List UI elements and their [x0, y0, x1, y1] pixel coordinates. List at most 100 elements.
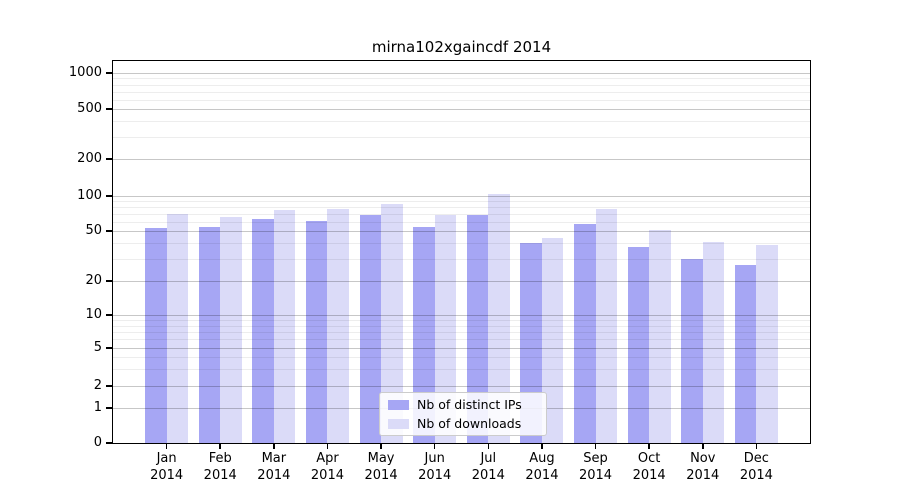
y-tick-label: 1 [93, 400, 102, 415]
x-tick-mark [380, 443, 382, 449]
y-tick-mark [106, 280, 113, 282]
x-tick-label-month: Jul [480, 451, 497, 466]
y-tick-mark [106, 314, 113, 316]
x-tick-label-year: 2014 [686, 467, 720, 483]
bar-ips-sep [574, 224, 596, 443]
bar-ips-mar [252, 218, 274, 443]
bar-ips-may [359, 214, 382, 443]
bar-ips-jul [466, 215, 489, 443]
bar-downloads-feb [220, 216, 242, 443]
x-tick-label-year: 2014 [525, 467, 559, 483]
x-tick-mark [433, 443, 436, 449]
x-tick-mark [594, 443, 597, 449]
x-tick-label: Sep 2014 [564, 451, 628, 484]
y-tick-mark [106, 108, 113, 110]
y-tick-mark [106, 385, 113, 387]
bar-downloads-jul [488, 194, 510, 443]
bar-downloads-jun [434, 215, 457, 443]
legend-item-distinct-ips: Nb of distinct IPs [386, 397, 540, 412]
x-tick-label-month: Jan [156, 451, 177, 466]
x-tick-label: Jul 2014 [456, 451, 520, 484]
x-tick-label-month: Aug [529, 451, 555, 466]
x-tick-label-month: May [367, 451, 395, 466]
plot-area [113, 61, 810, 443]
x-tick-label-month: Jun [424, 451, 445, 466]
x-tick-label-year: 2014 [578, 467, 613, 483]
y-tick-mark [106, 407, 113, 409]
x-tick-label: May 2014 [349, 451, 413, 484]
legend-item-downloads: Nb of downloads [386, 416, 540, 431]
bar-ips-dec [734, 264, 757, 443]
x-tick-label: Apr 2014 [295, 451, 359, 484]
y-tick-label: 5 [93, 340, 102, 355]
x-tick-label: Feb 2014 [188, 451, 252, 484]
legend-swatch-distinct-ips [388, 399, 409, 410]
x-tick-mark [648, 443, 650, 449]
bar-downloads-may [381, 203, 403, 443]
y-tick-label: 0 [93, 435, 102, 450]
bar-ips-nov [681, 258, 703, 443]
x-tick-label: Jun 2014 [403, 451, 467, 484]
x-tick-mark [702, 443, 704, 449]
bar-ips-jan [145, 228, 167, 443]
bar-ips-jun [413, 227, 435, 443]
y-tick-mark [106, 72, 113, 74]
bar-downloads-oct [649, 230, 671, 443]
x-tick-label: Nov 2014 [671, 451, 735, 484]
x-tick-label-month: Feb [208, 451, 232, 466]
x-tick-label-month: Apr [316, 451, 339, 466]
chart-title: mirna102xgaincdf 2014 [371, 38, 552, 56]
y-tick-mark [106, 195, 113, 197]
x-tick-mark [326, 443, 329, 449]
y-tick-label: 200 [77, 151, 102, 166]
y-tick-label: 100 [77, 188, 102, 203]
bar-downloads-sep [595, 208, 618, 443]
bar-downloads-apr [327, 208, 349, 443]
x-tick-label: Aug 2014 [510, 451, 574, 484]
y-tick-label: 2 [93, 378, 102, 393]
x-tick-label: Mar 2014 [242, 451, 306, 484]
y-tick-label: 1000 [68, 65, 102, 80]
y-tick-label: 500 [77, 101, 102, 116]
x-tick-mark [487, 443, 490, 449]
x-tick-label-year: 2014 [203, 467, 237, 483]
x-tick-label: Jan 2014 [135, 451, 199, 484]
x-tick-label-year: 2014 [418, 467, 452, 483]
bar-ips-apr [305, 220, 328, 443]
y-tick-mark [106, 347, 113, 349]
x-tick-label-month: Dec [743, 451, 769, 466]
x-tick-label-month: Nov [690, 451, 716, 466]
x-tick-label-year: 2014 [632, 467, 666, 483]
x-tick-mark [219, 443, 221, 449]
x-tick-mark [165, 443, 168, 449]
x-tick-label-year: 2014 [150, 467, 184, 483]
x-tick-label-year: 2014 [257, 467, 291, 483]
legend-label-distinct-ips: Nb of distinct IPs [417, 397, 522, 412]
x-tick-label: Dec 2014 [724, 451, 788, 484]
bars-layer [113, 61, 810, 443]
x-tick-mark [273, 443, 275, 449]
legend-swatch-downloads [388, 418, 409, 429]
x-tick-mark [541, 443, 543, 449]
y-tick-label: 50 [85, 223, 102, 238]
x-tick-label-year: 2014 [739, 467, 773, 483]
x-tick-label-month: Sep [583, 451, 608, 466]
y-tick-mark [106, 230, 113, 232]
legend: Nb of distinct IPs Nb of downloads [379, 392, 547, 436]
y-tick-mark [106, 442, 113, 444]
y-tick-label: 10 [85, 307, 102, 322]
bar-ips-oct [627, 247, 650, 443]
x-tick-label-year: 2014 [310, 467, 344, 483]
x-tick-label-year: 2014 [364, 467, 398, 483]
bar-downloads-jan [166, 214, 189, 443]
x-tick-mark [755, 443, 758, 449]
y-tick-mark [106, 158, 113, 160]
bar-downloads-mar [273, 209, 296, 443]
x-tick-label-month: Mar [261, 451, 287, 466]
x-tick-label: Oct 2014 [617, 451, 681, 484]
bar-downloads-nov [702, 241, 725, 443]
y-tick-label: 20 [85, 273, 102, 288]
x-tick-label-year: 2014 [471, 467, 505, 483]
legend-label-downloads: Nb of downloads [417, 416, 522, 431]
